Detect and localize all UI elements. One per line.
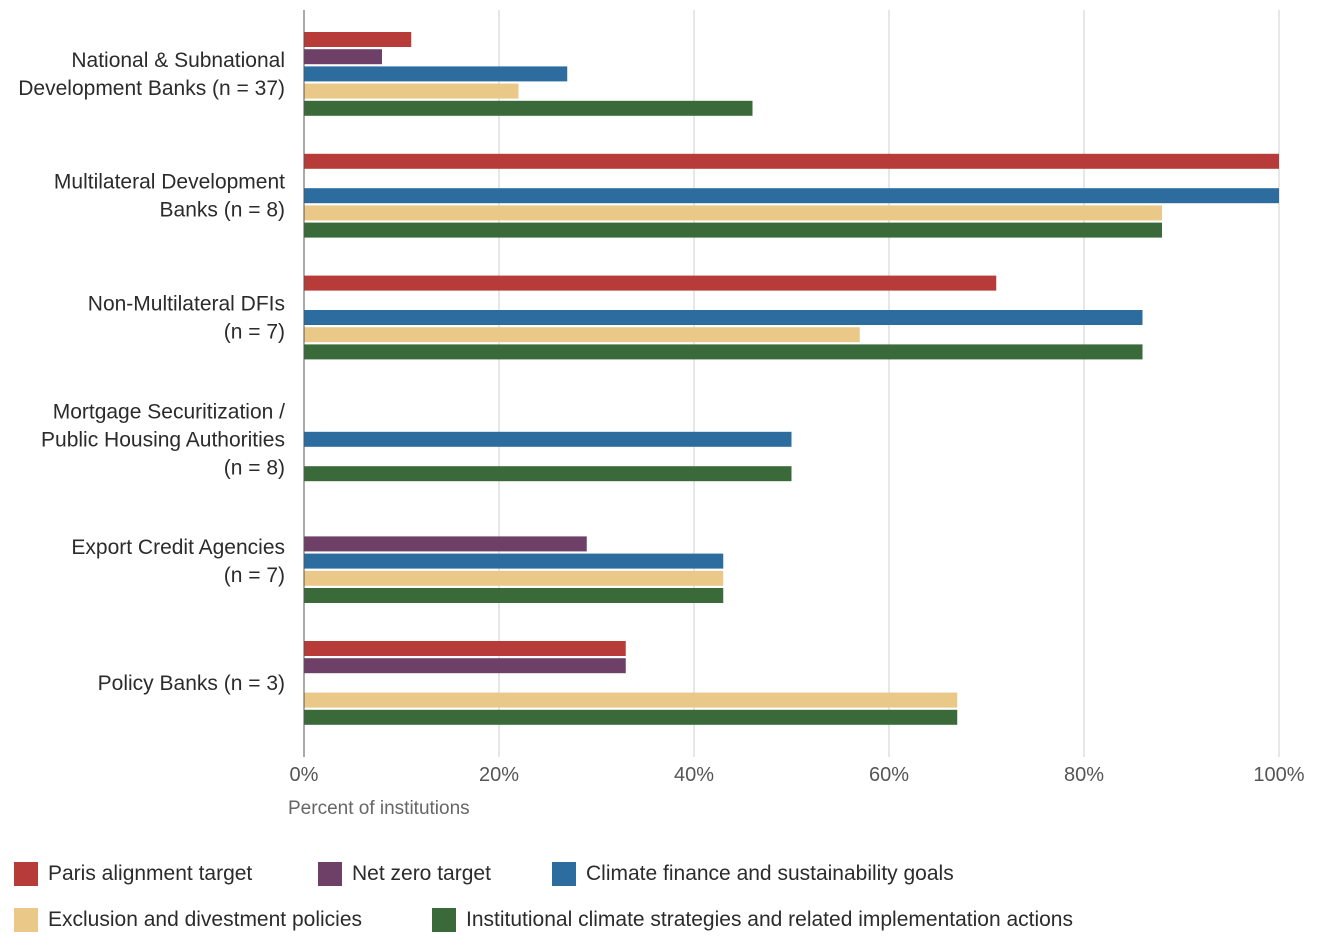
category-label: Development Banks (n = 37) (18, 77, 285, 100)
legend-swatch (318, 862, 342, 886)
legend-item-net-zero: Net zero target (318, 860, 491, 888)
bar (304, 536, 587, 552)
x-tick-label: 0% (290, 764, 319, 786)
bar (304, 641, 626, 656)
bar (304, 692, 958, 708)
legend-item-paris-alignment: Paris alignment target (14, 860, 252, 888)
bar (304, 275, 997, 291)
bar (304, 709, 958, 725)
legend-label: Paris alignment target (48, 862, 253, 885)
bar (304, 310, 1143, 325)
bar (304, 100, 753, 116)
legend-swatch (14, 862, 38, 886)
x-tick-label: 20% (479, 764, 519, 786)
bar (304, 205, 1162, 221)
legend-swatch (552, 862, 576, 886)
category-label: Multilateral Development (54, 171, 285, 194)
legend-label: Net zero target (352, 862, 491, 885)
bar-chart: 0% 20% 40% 60% 80% 100% National & Subnational… (18, 10, 1305, 819)
bar (304, 188, 1279, 204)
bar (304, 83, 519, 99)
category-label: (n = 8) (224, 456, 285, 479)
category-label: Export Credit Agencies (71, 536, 285, 559)
category-label: Mortgage Securitization / (53, 400, 285, 423)
category-label: Public Housing Authorities (41, 428, 285, 451)
legend-item-climate-finance: Climate finance and sustainability goals (552, 860, 954, 888)
bar (304, 570, 724, 586)
category-label: (n = 7) (224, 564, 285, 587)
category-label: Banks (n = 8) (160, 199, 285, 222)
category-label: Non-Multilateral DFIs (88, 293, 285, 316)
x-tick-label: 100% (1253, 764, 1304, 786)
bar (304, 153, 1279, 169)
x-axis-title: Percent of institutions (288, 798, 470, 819)
category-label: Policy Banks (n = 3) (98, 672, 285, 695)
x-tick-label: 80% (1064, 764, 1104, 786)
bar (304, 327, 860, 343)
x-tick-label: 60% (869, 764, 909, 786)
bar (304, 466, 792, 482)
category-label: (n = 7) (224, 321, 285, 344)
legend-swatch (432, 908, 456, 932)
legend: Paris alignment target Net zero target C… (14, 856, 1314, 936)
bar (304, 344, 1143, 360)
bar (304, 66, 568, 82)
bar (304, 658, 626, 674)
bar (304, 32, 412, 47)
legend-item-exclusion-divestment: Exclusion and divestment policies (14, 906, 362, 934)
legend-label: Exclusion and divestment policies (48, 908, 362, 931)
bar (304, 431, 792, 447)
x-tick-label: 40% (674, 764, 714, 786)
bar (304, 222, 1162, 238)
bar (304, 553, 724, 569)
legend-swatch (14, 908, 38, 932)
legend-label: Climate finance and sustainability goals (586, 862, 954, 885)
legend-label: Institutional climate strategies and rel… (466, 908, 1073, 931)
category-label: National & Subnational (71, 49, 285, 72)
bar (304, 588, 724, 603)
legend-item-climate-strategies: Institutional climate strategies and rel… (432, 906, 1073, 934)
bar (304, 49, 382, 65)
